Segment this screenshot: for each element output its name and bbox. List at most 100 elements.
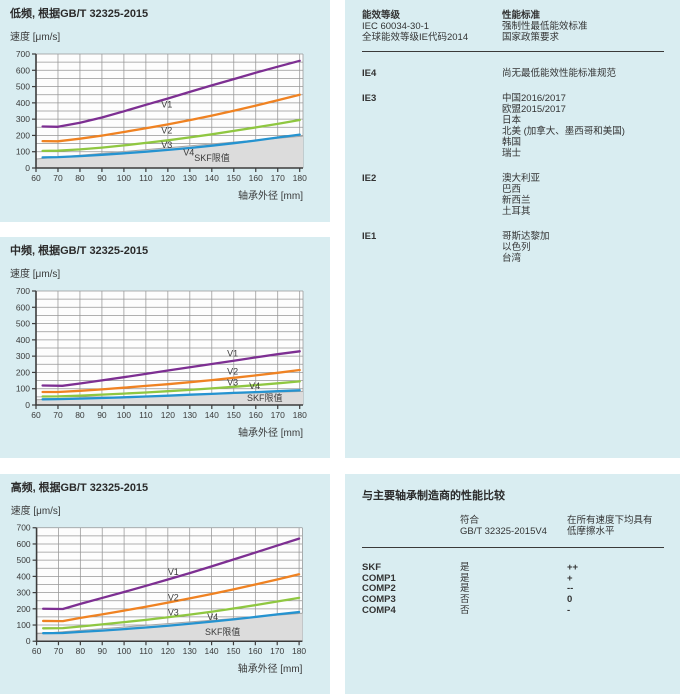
energy-country-line: 瑞士 xyxy=(502,148,522,159)
svg-text:70: 70 xyxy=(54,646,64,656)
energy-header-col2: 性能标准 强制性最低能效标准 国家政策要求 xyxy=(502,10,664,43)
comparison-header-empty xyxy=(362,515,460,537)
energy-row-ie2: IE2 澳大利亚 巴西 新西兰 土耳其 xyxy=(362,173,664,217)
energy-header-code: 全球能效等级IE代码2014 xyxy=(362,32,469,43)
svg-text:0: 0 xyxy=(25,163,30,173)
svg-text:低频, 根据GB/T 32325-2015: 低频, 根据GB/T 32325-2015 xyxy=(9,6,148,20)
svg-text:200: 200 xyxy=(17,604,31,614)
mid-frequency-chart: 中频, 根据GB/T 32325-2015 速度 [μm/s] 0 100 200 300… xyxy=(10,243,307,439)
compliance-value: 是 xyxy=(460,583,470,595)
manufacturer-name: COMP4 xyxy=(362,604,396,616)
chart-panel-mid-frequency: 中频, 根据GB/T 32325-2015 速度 [μm/s] 0 100 200 300… xyxy=(0,237,330,458)
friction-header-line1: 在所有速度下均具有 xyxy=(567,515,653,526)
comparison-header-friction: 在所有速度下均具有 低摩擦水平 xyxy=(567,515,664,537)
svg-text:中频, 根据GB/T 32325-2015: 中频, 根据GB/T 32325-2015 xyxy=(10,243,148,257)
svg-text:110: 110 xyxy=(139,173,153,183)
svg-text:SKF限值: SKF限值 xyxy=(205,626,240,637)
svg-text:V1: V1 xyxy=(161,99,172,109)
svg-text:700: 700 xyxy=(16,49,30,59)
svg-text:100: 100 xyxy=(17,620,31,630)
energy-countries: 中国2016/2017 欧盟2015/2017 日本 北美 (加拿大、墨西哥和美国) 韩… xyxy=(502,93,664,159)
svg-text:150: 150 xyxy=(227,410,241,420)
svg-text:70: 70 xyxy=(53,173,63,183)
svg-text:70: 70 xyxy=(53,410,63,420)
energy-country-line: 哥斯达黎加 xyxy=(502,231,550,242)
svg-text:80: 80 xyxy=(76,646,86,656)
performance-header-line3: 国家政策要求 xyxy=(502,32,560,43)
svg-text:V3: V3 xyxy=(161,140,172,150)
compliance-value: 是 xyxy=(460,572,470,584)
svg-text:速度 [μm/s]: 速度 [μm/s] xyxy=(10,267,60,280)
chart-panel-low-frequency: 低频, 根据GB/T 32325-2015 速度 [μm/s] 0 100 200 300… xyxy=(0,0,330,222)
svg-text:180: 180 xyxy=(293,410,307,420)
energy-header-rule xyxy=(362,51,664,52)
svg-text:170: 170 xyxy=(270,646,284,656)
energy-level-label: IE3 xyxy=(362,93,377,104)
energy-country-line: 土耳其 xyxy=(502,206,531,217)
energy-country-line: 巴西 xyxy=(502,184,522,195)
svg-text:120: 120 xyxy=(161,646,175,656)
energy-rows: IE4 尚无最低能效性能标准规范 IE3 中国2016/2017 欧盟2015/2017… xyxy=(362,68,664,264)
comparison-row-skf: SKF 是 ++ xyxy=(362,562,664,574)
svg-text:轴承外径 [mm]: 轴承外径 [mm] xyxy=(238,662,303,675)
svg-text:170: 170 xyxy=(271,410,285,420)
energy-level-label: IE2 xyxy=(362,173,377,184)
svg-text:160: 160 xyxy=(248,646,262,656)
svg-text:180: 180 xyxy=(292,646,306,656)
manufacturer-name: COMP2 xyxy=(362,583,396,595)
svg-text:80: 80 xyxy=(75,410,85,420)
svg-text:V1: V1 xyxy=(227,349,238,359)
friction-rating: + xyxy=(567,572,573,584)
manufacturer-comparison-panel: 与主要轴承制造商的性能比较 符合 GB/T 32325-2015V4 在所有速度… xyxy=(345,474,680,694)
energy-country-line: 澳大利亚 xyxy=(502,173,541,184)
comparison-rows: SKF 是 ++ COMP1 是 + COMP2 是 -- COMP3 否 0 COMP4 否 - xyxy=(362,562,664,617)
svg-text:140: 140 xyxy=(205,410,219,420)
comparison-row-comp3: COMP3 否 0 xyxy=(362,594,664,606)
svg-text:400: 400 xyxy=(17,571,31,581)
svg-text:100: 100 xyxy=(117,646,131,656)
svg-text:180: 180 xyxy=(293,173,307,183)
energy-country-line: 尚无最低能效性能标准规范 xyxy=(502,68,617,79)
svg-text:100: 100 xyxy=(117,410,131,420)
svg-text:V2: V2 xyxy=(168,592,179,602)
svg-text:60: 60 xyxy=(31,410,41,420)
svg-text:60: 60 xyxy=(31,173,41,183)
svg-text:170: 170 xyxy=(271,173,285,183)
comparison-header-rule xyxy=(362,547,664,548)
energy-countries: 澳大利亚 巴西 新西兰 土耳其 xyxy=(502,173,664,217)
manufacturer-name: COMP1 xyxy=(362,572,396,584)
energy-country-line: 以色列 xyxy=(502,242,531,253)
svg-text:150: 150 xyxy=(227,173,241,183)
energy-country-line: 新西兰 xyxy=(502,195,531,206)
friction-rating: ++ xyxy=(567,562,579,573)
svg-text:300: 300 xyxy=(16,351,30,361)
performance-header-line2: 强制性最低能效标准 xyxy=(502,21,588,32)
performance-header-title: 性能标准 xyxy=(502,10,541,21)
svg-text:120: 120 xyxy=(161,410,175,420)
svg-text:500: 500 xyxy=(16,319,30,329)
energy-country-line: 欧盟2015/2017 xyxy=(502,104,566,115)
svg-text:130: 130 xyxy=(183,646,197,656)
svg-text:700: 700 xyxy=(17,523,31,533)
energy-row-ie4: IE4 尚无最低能效性能标准规范 xyxy=(362,68,664,79)
manufacturer-name: COMP3 xyxy=(362,594,396,606)
svg-text:140: 140 xyxy=(205,173,219,183)
svg-text:速度 [μm/s]: 速度 [μm/s] xyxy=(10,30,60,43)
energy-country-line: 韩国 xyxy=(502,137,522,148)
svg-text:V4: V4 xyxy=(249,381,260,391)
svg-text:400: 400 xyxy=(16,335,30,345)
high-frequency-chart: 高频, 根据GB/T 32325-2015 速度 [μm/s] 0 100 200 300… xyxy=(11,480,307,675)
svg-text:V1: V1 xyxy=(168,567,179,577)
svg-text:100: 100 xyxy=(16,147,30,157)
energy-header-col1: 能效等级 IEC 60034-30-1 全球能效等级IE代码2014 xyxy=(362,10,502,43)
svg-text:V3: V3 xyxy=(227,377,238,387)
svg-text:300: 300 xyxy=(16,114,30,124)
svg-text:500: 500 xyxy=(17,555,31,565)
friction-header-line2: 低摩擦水平 xyxy=(567,526,615,537)
comparison-table-header: 符合 GB/T 32325-2015V4 在所有速度下均具有 低摩擦水平 xyxy=(362,515,664,537)
svg-text:60: 60 xyxy=(32,646,42,656)
svg-text:100: 100 xyxy=(117,173,131,183)
compliance-header-line1: 符合 xyxy=(460,515,480,526)
svg-text:120: 120 xyxy=(161,173,175,183)
